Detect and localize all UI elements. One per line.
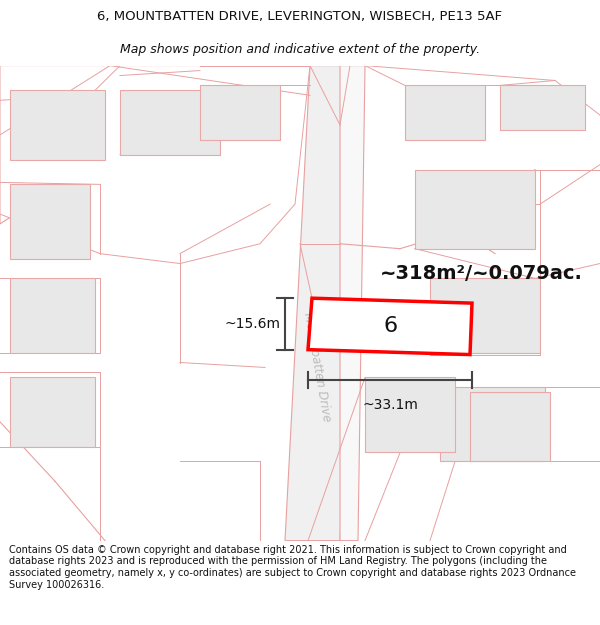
Bar (10, 278, 95, 352)
Bar (10, 184, 90, 259)
Polygon shape (308, 298, 472, 354)
Text: ~15.6m: ~15.6m (224, 317, 280, 331)
Bar (415, 169, 535, 249)
Bar (10, 91, 105, 159)
Bar (200, 86, 280, 140)
Text: ~318m²/~0.079ac.: ~318m²/~0.079ac. (380, 264, 583, 283)
Text: Map shows position and indicative extent of the property.: Map shows position and indicative extent… (120, 42, 480, 56)
Bar (470, 392, 550, 461)
Bar (500, 86, 585, 130)
Polygon shape (340, 66, 365, 541)
Bar (440, 388, 545, 461)
Text: Mountbatten Drive: Mountbatten Drive (301, 312, 333, 423)
Polygon shape (0, 66, 80, 224)
Polygon shape (0, 66, 310, 264)
Text: 6, MOUNTBATTEN DRIVE, LEVERINGTON, WISBECH, PE13 5AF: 6, MOUNTBATTEN DRIVE, LEVERINGTON, WISBE… (97, 10, 503, 23)
Bar (430, 278, 540, 352)
Text: 6: 6 (383, 316, 398, 336)
Bar (405, 86, 485, 140)
Text: ~33.1m: ~33.1m (362, 398, 418, 412)
Polygon shape (285, 66, 360, 541)
Bar (365, 378, 455, 451)
Bar (120, 91, 220, 154)
Text: Contains OS data © Crown copyright and database right 2021. This information is : Contains OS data © Crown copyright and d… (9, 545, 576, 589)
Bar (10, 378, 95, 447)
